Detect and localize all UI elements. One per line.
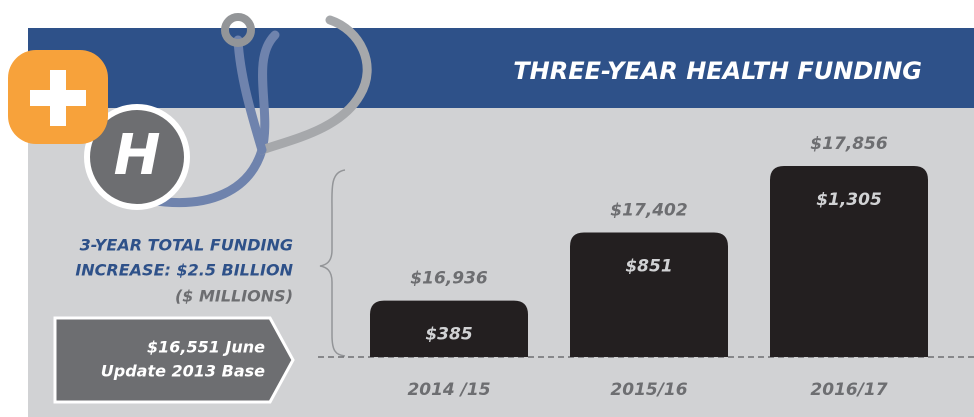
value-label: $385 [425, 325, 472, 345]
base-label: Update 2013 Base [101, 362, 265, 381]
value-label: $851 [625, 256, 672, 276]
x-tick-label: 2016/17 [810, 380, 887, 400]
bar [570, 232, 728, 357]
total-label: $16,936 [410, 269, 488, 289]
unit-label: ($ MILLIONS) [175, 287, 293, 306]
annotation: 3-YEAR TOTAL FUNDING [80, 236, 293, 255]
annotation: INCREASE: $2.5 BILLION [75, 261, 293, 280]
x-tick-label: 2014 /15 [407, 380, 490, 400]
total-label: $17,856 [810, 134, 888, 154]
value-label: $1,305 [816, 190, 882, 210]
total-label: $17,402 [610, 200, 687, 220]
base-arrow [55, 318, 293, 402]
x-tick-label: 2015/16 [610, 380, 687, 400]
base-label: $16,551 June [147, 338, 265, 357]
h-icon-label: H [114, 123, 161, 188]
infographic: THREE-YEAR HEALTH FUNDING H 3-YEAR TOTAL… [0, 0, 974, 417]
chart-title: THREE-YEAR HEALTH FUNDING [513, 57, 922, 85]
